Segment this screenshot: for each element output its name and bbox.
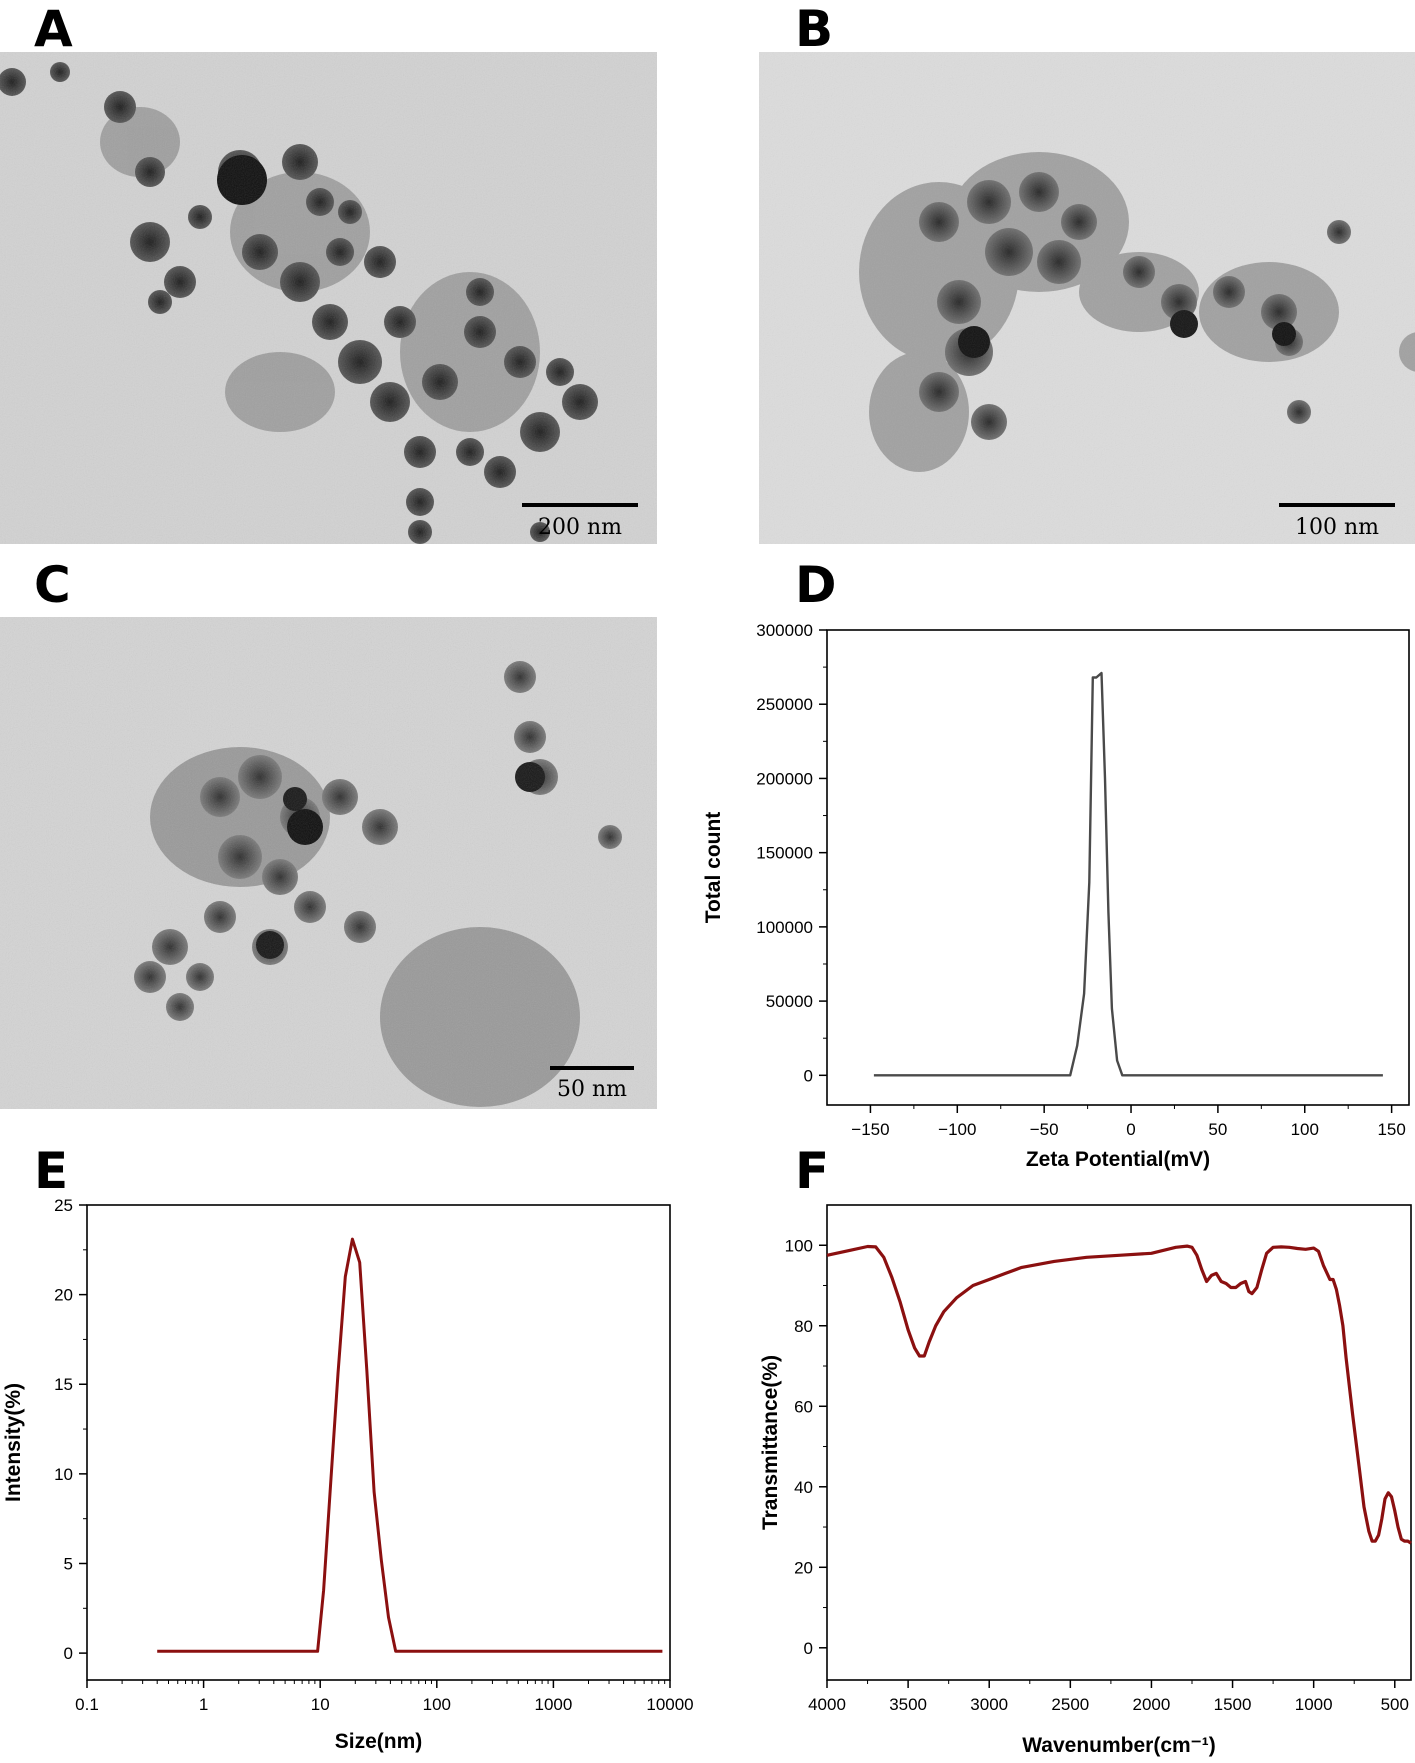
- y-tick-label: 100000: [756, 918, 813, 937]
- y-tick-label: 200000: [756, 769, 813, 788]
- x-tick-label: 1500: [1214, 1695, 1252, 1714]
- y-axis-title: Transmittance(%): [759, 1355, 782, 1530]
- x-tick-label: 4000: [808, 1695, 846, 1714]
- series-line-0: [826, 1244, 1412, 1545]
- tem-image-b: 100 nm: [759, 52, 1415, 544]
- y-tick-label: 0: [804, 1639, 813, 1658]
- y-tick-label: 50000: [766, 992, 813, 1011]
- y-tick-label: 300000: [756, 621, 813, 640]
- x-axis-title: Zeta Potential(mV): [1026, 1148, 1210, 1171]
- x-tick-label: −100: [938, 1120, 976, 1139]
- y-axis-title: Total count: [702, 812, 725, 924]
- y-tick-label: 40: [794, 1478, 813, 1497]
- tem-image-a: 200 nm: [0, 52, 657, 544]
- series-line-0: [157, 1237, 663, 1653]
- x-tick-label: 10: [311, 1695, 330, 1714]
- tem-micrograph-a: 200 nm: [0, 52, 657, 544]
- x-tick-label: 1000: [1295, 1695, 1333, 1714]
- panel-label-c: C: [34, 556, 71, 614]
- y-axis-title: Intensity(%): [2, 1383, 25, 1502]
- x-tick-label: 0.1: [75, 1695, 99, 1714]
- x-tick-label: 100: [423, 1695, 451, 1714]
- panel-label-f: F: [795, 1142, 830, 1200]
- tem-image-c: 50 nm: [0, 617, 657, 1109]
- x-axis-title: Wavenumber(cm⁻¹): [1022, 1734, 1216, 1757]
- y-tick-label: 10: [54, 1465, 73, 1484]
- series-line-0: [873, 671, 1383, 1077]
- x-tick-label: 50: [1208, 1120, 1227, 1139]
- x-tick-label: 2500: [1051, 1695, 1089, 1714]
- tem-micrograph-b: 100 nm: [759, 52, 1415, 544]
- x-tick-label: 500: [1381, 1695, 1409, 1714]
- x-tick-label: 1: [199, 1695, 208, 1714]
- x-axis-title: Size(nm): [335, 1730, 423, 1753]
- x-tick-label: 0: [1126, 1120, 1135, 1139]
- y-tick-label: 0: [64, 1644, 73, 1663]
- y-tick-label: 20: [54, 1286, 73, 1305]
- plot-frame: [826, 629, 1410, 1106]
- y-tick-label: 150000: [756, 844, 813, 863]
- x-tick-label: 1000: [534, 1695, 572, 1714]
- y-tick-label: 25: [54, 1196, 73, 1215]
- x-tick-label: 3500: [889, 1695, 927, 1714]
- scale-bar-label-c: 50 nm: [557, 1077, 627, 1102]
- panel-label-a: A: [34, 0, 73, 58]
- panel-label-b: B: [795, 0, 834, 58]
- y-tick-label: 20: [794, 1558, 813, 1577]
- plot-frame: [826, 1204, 1412, 1681]
- x-tick-label: −50: [1030, 1120, 1059, 1139]
- zeta-potential-chart: −150 −100 −50 0 50 100 150 0 50000 100000 150000 20…: [702, 621, 1410, 1171]
- x-tick-label: 100: [1291, 1120, 1319, 1139]
- y-tick-label: 0: [804, 1066, 813, 1085]
- panel-label-e: E: [34, 1142, 69, 1200]
- panel-label-d: D: [795, 556, 837, 614]
- x-tick-label: 3000: [970, 1695, 1008, 1714]
- x-tick-label: −150: [851, 1120, 889, 1139]
- plot-frame: [86, 1204, 671, 1681]
- y-tick-label: 100: [785, 1236, 813, 1255]
- y-tick-label: 5: [64, 1554, 73, 1573]
- ftir-chart: 4000 3500 3000 2500 2000 1500 1000 500 0 20 40 60 80…: [759, 1204, 1412, 1757]
- x-tick-label: 10000: [646, 1695, 693, 1714]
- x-tick-label: 2000: [1133, 1695, 1171, 1714]
- tem-micrograph-c: 50 nm: [0, 617, 657, 1109]
- x-tick-label: 150: [1377, 1120, 1405, 1139]
- y-tick-label: 80: [794, 1317, 813, 1336]
- y-tick-label: 250000: [756, 695, 813, 714]
- y-tick-label: 60: [794, 1397, 813, 1416]
- scale-bar-label-a: 200 nm: [538, 515, 622, 540]
- dls-size-chart: 0.1 1 10 100 1000 10000 0 5 10 15 20 25 Size(nm) Inte…: [2, 1196, 694, 1753]
- scale-bar-label-b: 100 nm: [1295, 515, 1379, 540]
- y-tick-label: 15: [54, 1375, 73, 1394]
